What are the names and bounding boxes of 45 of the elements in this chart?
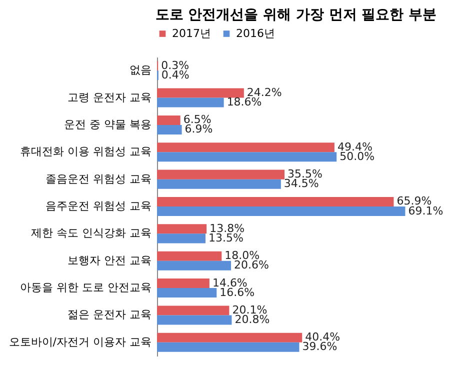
y-tick-label: 음주운전 위험성 교육 bbox=[46, 200, 152, 212]
bar bbox=[157, 124, 182, 134]
bar bbox=[157, 342, 300, 352]
data-label: 69.1% bbox=[408, 204, 444, 218]
y-tick-label: 제한 속도 인식강화 교육 bbox=[31, 226, 152, 240]
y-tick-label: 오토바이/자전거 이용자 교육 bbox=[8, 335, 152, 348]
data-label: 0.4% bbox=[161, 68, 190, 82]
bar bbox=[157, 170, 285, 180]
data-label: 20.8% bbox=[234, 312, 270, 326]
bar bbox=[157, 251, 222, 261]
bar bbox=[157, 115, 180, 125]
chart-title: 도로 안전개선을 위해 가장 먼저 필요한 부분 bbox=[155, 7, 437, 23]
bar bbox=[157, 98, 224, 108]
data-label: 13.5% bbox=[208, 231, 244, 244]
bar bbox=[157, 224, 207, 234]
y-tick-label: 고령 운전자 교육 bbox=[68, 90, 152, 104]
data-label: 50.0% bbox=[340, 150, 375, 163]
bar bbox=[157, 196, 394, 206]
y-tick-label: 보행자 안전 교육 bbox=[68, 254, 152, 267]
bar bbox=[157, 315, 232, 325]
bar bbox=[157, 142, 334, 152]
bar bbox=[157, 88, 244, 98]
bar bbox=[157, 278, 210, 288]
bar bbox=[157, 306, 230, 316]
data-label: 34.5% bbox=[284, 177, 319, 190]
y-tick-label: 젊은 운전자 교육 bbox=[68, 308, 152, 322]
y-tick-label: 졸음운전 위험성 교육 bbox=[46, 172, 152, 186]
data-label: 20.6% bbox=[234, 258, 269, 272]
data-label: 39.6% bbox=[302, 340, 338, 354]
legend-label: 2016년 bbox=[236, 26, 275, 40]
data-label: 18.6% bbox=[226, 96, 262, 109]
y-tick-label: 휴대전화 이용 위험성 교육 bbox=[20, 145, 152, 158]
bar bbox=[157, 152, 337, 162]
bar bbox=[157, 179, 281, 189]
bar bbox=[157, 234, 206, 244]
bar bbox=[157, 260, 231, 270]
bar bbox=[157, 332, 302, 342]
data-label: 6.9% bbox=[184, 122, 213, 136]
bar bbox=[157, 288, 217, 298]
y-tick-label: 아동을 위한 도로 안전교육 bbox=[20, 281, 152, 294]
data-label: 16.6% bbox=[220, 286, 255, 299]
y-tick-label: 없음 bbox=[130, 64, 152, 77]
bar bbox=[157, 206, 406, 216]
y-tick-label: 운전 중 약물 복용 bbox=[64, 118, 152, 131]
legend-label: 2017년 bbox=[172, 26, 211, 40]
